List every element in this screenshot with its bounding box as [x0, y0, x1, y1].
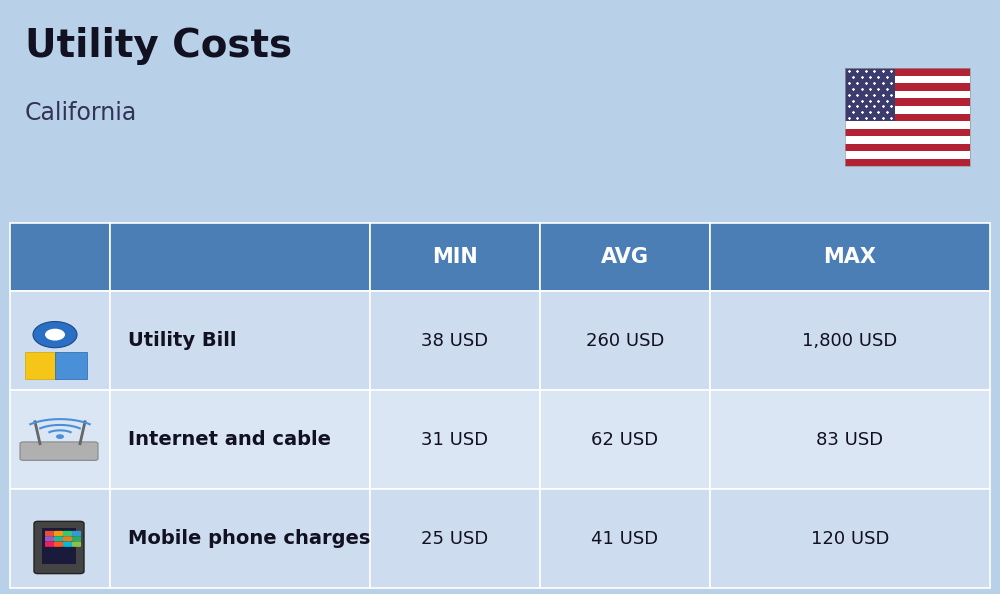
FancyBboxPatch shape — [540, 223, 710, 291]
FancyBboxPatch shape — [10, 223, 110, 291]
Text: AVG: AVG — [601, 247, 649, 267]
FancyBboxPatch shape — [845, 113, 970, 121]
Circle shape — [45, 328, 65, 340]
Text: 83 USD: 83 USD — [816, 431, 884, 448]
FancyBboxPatch shape — [370, 223, 540, 291]
FancyBboxPatch shape — [540, 291, 710, 390]
FancyBboxPatch shape — [72, 531, 81, 536]
Text: 62 USD: 62 USD — [591, 431, 659, 448]
FancyBboxPatch shape — [34, 522, 84, 574]
FancyBboxPatch shape — [710, 291, 990, 390]
Circle shape — [56, 434, 64, 439]
Text: MIN: MIN — [432, 247, 478, 267]
FancyBboxPatch shape — [25, 352, 57, 378]
FancyBboxPatch shape — [72, 542, 81, 547]
FancyBboxPatch shape — [55, 352, 87, 378]
FancyBboxPatch shape — [845, 144, 970, 151]
FancyBboxPatch shape — [710, 390, 990, 489]
FancyBboxPatch shape — [540, 390, 710, 489]
FancyBboxPatch shape — [45, 531, 54, 536]
Text: 260 USD: 260 USD — [586, 331, 664, 349]
FancyBboxPatch shape — [54, 536, 63, 542]
FancyBboxPatch shape — [370, 390, 540, 489]
Text: 1,800 USD: 1,800 USD — [802, 331, 898, 349]
FancyBboxPatch shape — [845, 68, 970, 76]
Text: Internet and cable: Internet and cable — [128, 430, 331, 449]
FancyBboxPatch shape — [63, 531, 72, 536]
FancyBboxPatch shape — [845, 68, 895, 121]
Text: 31 USD: 31 USD — [421, 431, 489, 448]
Text: MAX: MAX — [824, 247, 876, 267]
Text: Utility Costs: Utility Costs — [25, 27, 292, 65]
Text: 120 USD: 120 USD — [811, 530, 889, 548]
FancyBboxPatch shape — [10, 291, 110, 390]
FancyBboxPatch shape — [45, 536, 54, 542]
FancyBboxPatch shape — [72, 536, 81, 542]
Text: 38 USD: 38 USD — [421, 331, 489, 349]
FancyBboxPatch shape — [845, 159, 970, 166]
FancyBboxPatch shape — [710, 489, 990, 588]
FancyBboxPatch shape — [110, 390, 370, 489]
FancyBboxPatch shape — [370, 489, 540, 588]
FancyBboxPatch shape — [63, 542, 72, 547]
Text: California: California — [25, 101, 137, 125]
FancyBboxPatch shape — [10, 390, 110, 489]
FancyBboxPatch shape — [845, 99, 970, 106]
FancyBboxPatch shape — [63, 536, 72, 542]
FancyBboxPatch shape — [845, 129, 970, 136]
FancyBboxPatch shape — [10, 489, 110, 588]
Text: 25 USD: 25 USD — [421, 530, 489, 548]
FancyBboxPatch shape — [845, 83, 970, 91]
FancyBboxPatch shape — [845, 151, 970, 159]
FancyBboxPatch shape — [42, 529, 76, 564]
FancyBboxPatch shape — [54, 542, 63, 547]
FancyBboxPatch shape — [370, 291, 540, 390]
FancyBboxPatch shape — [710, 223, 990, 291]
Text: 41 USD: 41 USD — [591, 530, 659, 548]
FancyBboxPatch shape — [110, 489, 370, 588]
Text: Mobile phone charges: Mobile phone charges — [128, 529, 370, 548]
Text: Utility Bill: Utility Bill — [128, 331, 237, 350]
FancyBboxPatch shape — [845, 136, 970, 144]
FancyBboxPatch shape — [45, 542, 54, 547]
FancyBboxPatch shape — [845, 106, 970, 113]
FancyBboxPatch shape — [845, 121, 970, 129]
Circle shape — [33, 321, 77, 347]
FancyBboxPatch shape — [54, 531, 63, 536]
FancyBboxPatch shape — [845, 76, 970, 83]
FancyBboxPatch shape — [845, 91, 970, 99]
FancyBboxPatch shape — [540, 489, 710, 588]
FancyBboxPatch shape — [20, 442, 98, 460]
FancyBboxPatch shape — [110, 291, 370, 390]
FancyBboxPatch shape — [110, 223, 370, 291]
